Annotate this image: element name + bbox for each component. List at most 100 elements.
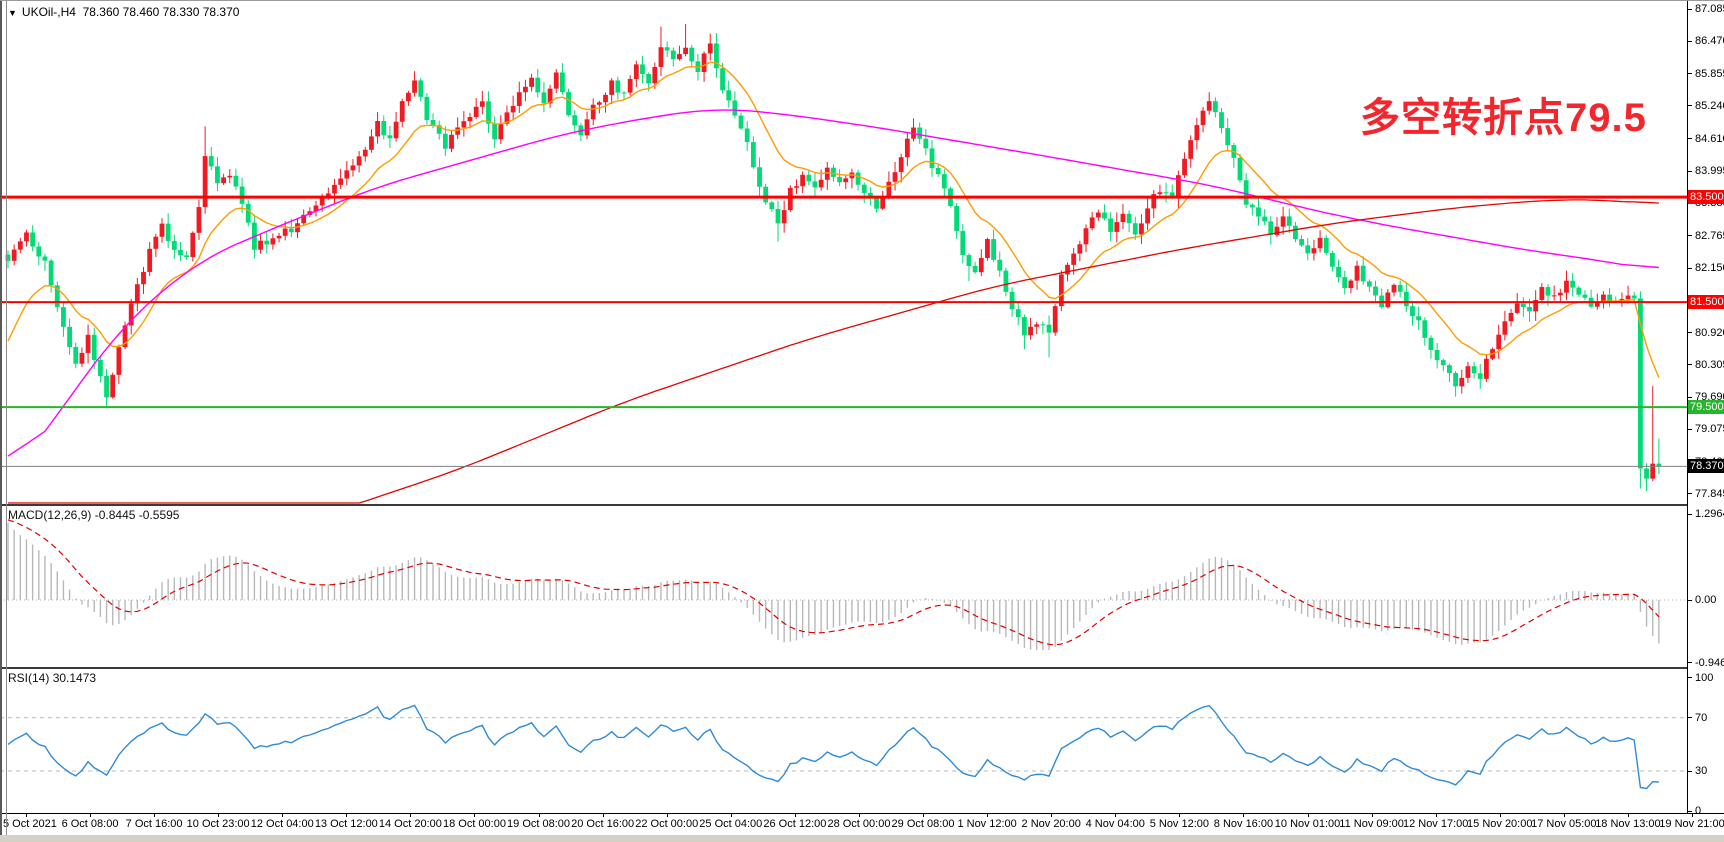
- main-price-chart[interactable]: [0, 1, 1687, 504]
- candle: [1040, 321, 1046, 335]
- candle: [1576, 285, 1582, 297]
- candle: [1120, 203, 1126, 230]
- time-tick-mark: [1115, 813, 1117, 817]
- rsi-panel[interactable]: [0, 669, 1687, 813]
- candle: [387, 125, 393, 149]
- window-left-edge: [0, 1, 2, 835]
- candle: [1317, 230, 1323, 253]
- candle: [455, 117, 461, 140]
- time-tick-mark: [1243, 813, 1245, 817]
- candle: [806, 170, 812, 186]
- candle: [763, 183, 769, 205]
- macd-panel[interactable]: [0, 506, 1687, 666]
- macd-tick-mark: [1687, 662, 1692, 664]
- candle: [11, 244, 17, 266]
- candle: [1028, 317, 1033, 340]
- candle: [153, 233, 159, 257]
- time-tick-mark: [602, 813, 604, 817]
- rsi-tick-label: 70: [1695, 711, 1708, 724]
- price-tick-mark: [1687, 364, 1692, 366]
- candle: [1514, 292, 1520, 315]
- candle: [880, 190, 886, 211]
- time-tick-label: 5 Oct 2021: [3, 818, 57, 830]
- candle: [1403, 282, 1409, 313]
- candle: [67, 318, 72, 355]
- candle: [689, 44, 695, 66]
- candle: [652, 62, 658, 89]
- candle: [1212, 97, 1218, 118]
- candle: [1305, 238, 1311, 261]
- candle: [233, 168, 239, 190]
- candle: [381, 115, 387, 140]
- candle: [966, 253, 972, 282]
- symbol-dropdown-icon[interactable]: ▼: [8, 8, 17, 18]
- time-tick-mark: [410, 813, 412, 817]
- candle: [991, 229, 996, 262]
- candle: [270, 233, 276, 250]
- candle: [1262, 209, 1268, 226]
- candle: [36, 242, 42, 266]
- candle: [1219, 107, 1224, 134]
- candle: [5, 250, 11, 269]
- macd-value-signal: -0.5595: [138, 508, 180, 522]
- candle: [1145, 198, 1150, 231]
- candle: [633, 60, 639, 88]
- candle: [1299, 235, 1304, 247]
- candle: [677, 45, 682, 61]
- candle: [1644, 463, 1649, 492]
- candle: [1139, 214, 1144, 244]
- macd-tick-label: -0.9464: [1695, 656, 1724, 669]
- candle: [178, 241, 183, 261]
- candle: [1163, 182, 1169, 203]
- candle: [171, 234, 177, 260]
- candle: [1095, 209, 1101, 221]
- candle: [911, 118, 916, 142]
- candle: [1477, 364, 1483, 389]
- candle: [861, 182, 867, 204]
- indicator-line: [8, 199, 1659, 504]
- symbol-name: UKOil-,H4: [21, 5, 76, 19]
- price-tick-label: 86.470: [1695, 35, 1724, 48]
- candle: [1520, 297, 1526, 317]
- candle: [664, 41, 670, 57]
- candle: [1638, 291, 1643, 489]
- candle: [1508, 308, 1514, 327]
- candle: [1416, 306, 1422, 331]
- candle: [79, 347, 85, 367]
- time-tick-label: 10 Oct 23:00: [186, 818, 250, 830]
- candle: [547, 84, 553, 108]
- time-tick-mark: [90, 813, 91, 817]
- rsi-value: 30.1473: [52, 671, 97, 685]
- candle: [707, 33, 713, 61]
- candle: [1564, 270, 1569, 301]
- candle: [61, 301, 66, 337]
- candle: [855, 169, 861, 191]
- candle: [1496, 324, 1502, 359]
- candle: [473, 98, 479, 120]
- time-tick-mark: [1563, 813, 1565, 817]
- candle: [91, 327, 97, 369]
- candle: [1268, 216, 1274, 245]
- candle: [1582, 290, 1588, 301]
- candle: [960, 224, 966, 264]
- candle: [1533, 290, 1539, 321]
- price-tick-label: 80.305: [1695, 358, 1724, 371]
- candle: [1410, 300, 1415, 326]
- candle: [757, 157, 762, 198]
- price-tick-mark: [1687, 40, 1692, 42]
- panel-separator-macd[interactable]: [0, 504, 1687, 506]
- rsi-tick-label: 0: [1695, 805, 1702, 817]
- time-tick-mark: [1307, 813, 1309, 817]
- time-tick-label: 28 Oct 00:00: [827, 818, 891, 830]
- candle: [1502, 310, 1508, 341]
- candle: [1601, 291, 1606, 309]
- price-tick-label: 85.240: [1695, 99, 1724, 112]
- candle: [621, 90, 627, 101]
- panel-separator-rsi[interactable]: [0, 667, 1687, 669]
- candle: [1385, 289, 1391, 309]
- symbol-ohlc-values: 78.360 78.460 78.330 78.370: [82, 5, 240, 19]
- candle: [892, 162, 898, 191]
- candle: [997, 251, 1003, 277]
- candle: [1391, 283, 1397, 297]
- candle: [886, 171, 892, 200]
